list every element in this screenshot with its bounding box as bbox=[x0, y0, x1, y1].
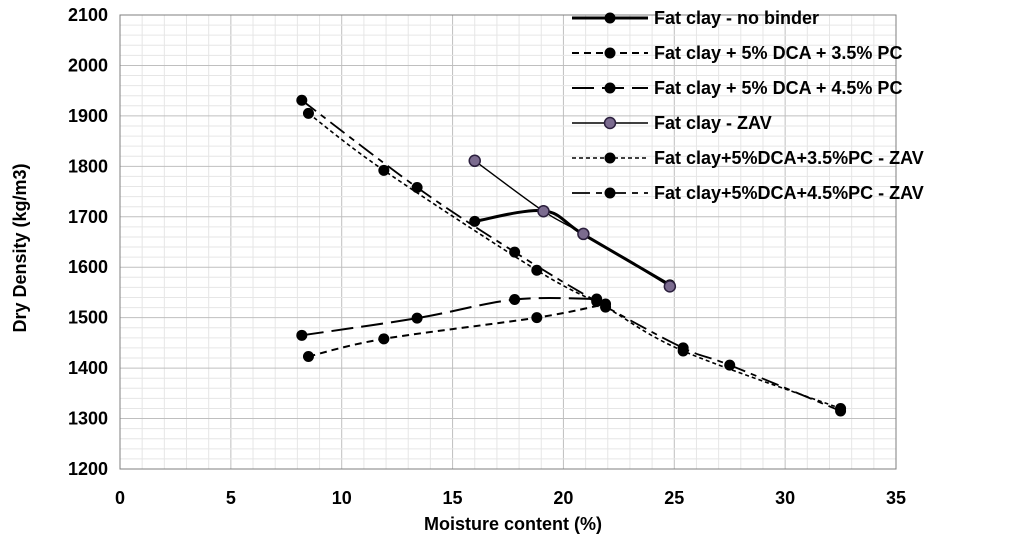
legend-label: Fat clay - ZAV bbox=[654, 113, 772, 133]
series-4 bbox=[468, 154, 677, 293]
data-point bbox=[677, 342, 689, 354]
x-tick-label: 35 bbox=[886, 488, 906, 508]
series-6 bbox=[296, 94, 847, 417]
y-tick-label: 1800 bbox=[68, 156, 108, 176]
x-tick-label: 5 bbox=[226, 488, 236, 508]
x-tick-label: 10 bbox=[332, 488, 352, 508]
data-point bbox=[302, 107, 314, 119]
legend-label: Fat clay - no binder bbox=[654, 8, 819, 28]
y-tick-label: 1400 bbox=[68, 358, 108, 378]
legend-label: Fat clay+5%DCA+4.5%PC - ZAV bbox=[654, 183, 924, 203]
x-tick-label: 0 bbox=[115, 488, 125, 508]
data-point bbox=[468, 154, 481, 168]
y-axis-title: Dry Density (kg/m3) bbox=[10, 163, 30, 332]
data-point bbox=[604, 12, 616, 24]
data-point bbox=[411, 312, 423, 324]
x-tick-label: 15 bbox=[443, 488, 463, 508]
legend-item: Fat clay + 5% DCA + 3.5% PC bbox=[572, 43, 902, 63]
data-point bbox=[531, 312, 543, 324]
data-point bbox=[603, 116, 617, 130]
data-point bbox=[302, 351, 314, 363]
data-point bbox=[604, 152, 616, 164]
series-line bbox=[301, 296, 597, 337]
x-tick-label: 25 bbox=[664, 488, 684, 508]
data-point bbox=[604, 82, 616, 94]
y-tick-label: 2000 bbox=[68, 55, 108, 75]
data-point bbox=[509, 294, 521, 306]
data-point bbox=[591, 296, 603, 308]
data-point bbox=[378, 333, 390, 345]
y-tick-label: 1600 bbox=[68, 257, 108, 277]
data-point bbox=[663, 280, 677, 293]
data-point bbox=[531, 264, 543, 276]
y-tick-label: 1700 bbox=[68, 207, 108, 227]
series-line bbox=[474, 160, 671, 287]
y-tick-label: 1200 bbox=[68, 459, 108, 479]
data-point bbox=[378, 164, 390, 176]
data-point bbox=[604, 47, 616, 59]
y-tick-label: 2100 bbox=[68, 5, 108, 25]
data-point bbox=[835, 405, 847, 417]
data-point bbox=[724, 359, 736, 371]
legend-item: Fat clay + 5% DCA + 4.5% PC bbox=[572, 78, 902, 98]
data-point bbox=[296, 329, 308, 341]
legend-item: Fat clay+5%DCA+4.5%PC - ZAV bbox=[572, 183, 924, 203]
legend-label: Fat clay + 5% DCA + 4.5% PC bbox=[654, 78, 902, 98]
x-tick-label: 20 bbox=[553, 488, 573, 508]
x-tick-label: 30 bbox=[775, 488, 795, 508]
y-tick-label: 1900 bbox=[68, 106, 108, 126]
y-tick-label: 1300 bbox=[68, 409, 108, 429]
data-point bbox=[537, 204, 550, 218]
legend-item: Fat clay - ZAV bbox=[572, 113, 772, 133]
y-axis-ticks: 1200 1300 1400 1500 1600 1700 1800 1900 2000 2100 bbox=[68, 5, 108, 479]
x-axis-ticks: 0 5 10 15 20 25 30 35 bbox=[115, 488, 906, 508]
data-point bbox=[296, 94, 308, 106]
legend-item: Fat clay+5%DCA+3.5%PC - ZAV bbox=[572, 148, 924, 168]
y-tick-label: 1500 bbox=[68, 308, 108, 328]
series-3 bbox=[296, 293, 603, 341]
data-point bbox=[604, 187, 616, 199]
legend: Fat clay - no binder Fat clay + 5% DCA + … bbox=[572, 8, 924, 203]
series-layer bbox=[296, 94, 847, 417]
data-point bbox=[411, 182, 423, 194]
legend-label: Fat clay + 5% DCA + 3.5% PC bbox=[654, 43, 902, 63]
x-axis-title: Moisture content (%) bbox=[424, 514, 602, 534]
data-point bbox=[509, 246, 521, 258]
plot-area bbox=[119, 14, 897, 470]
legend-label: Fat clay+5%DCA+3.5%PC - ZAV bbox=[654, 148, 924, 168]
data-point bbox=[577, 227, 590, 241]
legend-item: Fat clay - no binder bbox=[572, 8, 819, 28]
data-point bbox=[469, 215, 481, 227]
